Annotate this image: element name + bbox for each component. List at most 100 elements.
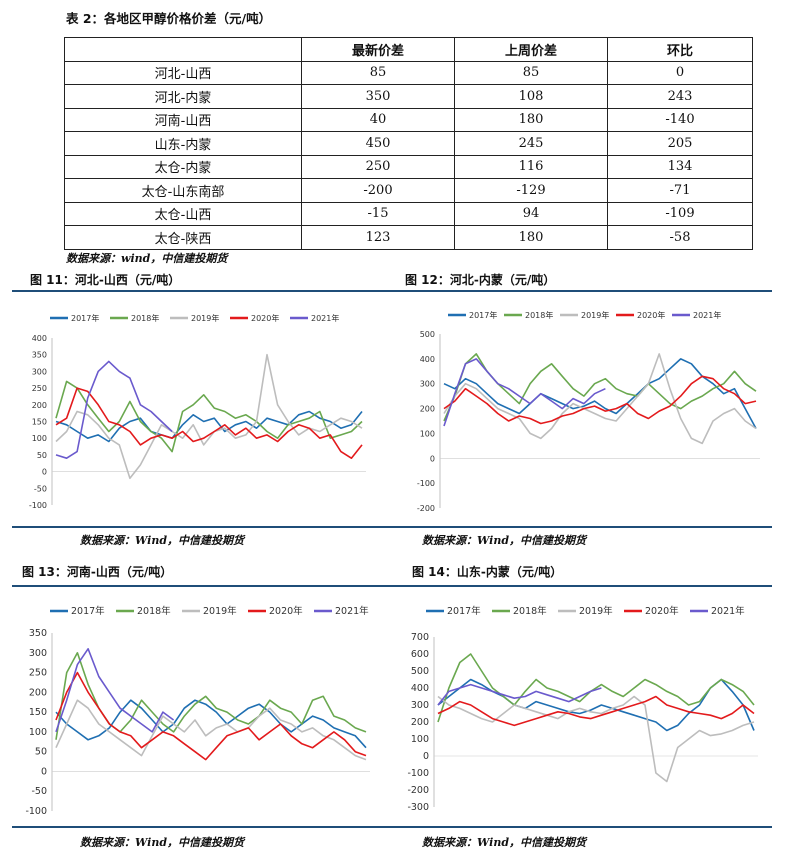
y-tick-label: 350: [29, 628, 47, 639]
y-tick-label: 0: [42, 468, 47, 477]
y-tick-label: -50: [34, 484, 47, 493]
series-line-2020: [55, 387, 363, 459]
section-rule: [12, 290, 772, 292]
y-tick-label: 500: [420, 330, 435, 339]
row-label: 太仓-山东南部: [64, 178, 302, 203]
table-source: 数据来源：wind，中信建投期货: [66, 252, 228, 265]
table-row: 太仓-山西 -15 94 -109: [64, 201, 753, 226]
y-tick-label: 50: [37, 451, 47, 460]
legend-label: 2021年: [711, 605, 745, 617]
series-line-2020: [443, 375, 757, 425]
y-tick-label: 200: [32, 401, 47, 410]
legend: 2017年 2018年 2019年 2020年 2021年: [50, 605, 369, 617]
legend-label: 2019年: [581, 310, 609, 320]
legend-label: 2018年: [513, 605, 547, 617]
legend-label: 2020年: [637, 310, 665, 320]
table-row: 太仓-陕西 123 180 -58: [64, 225, 753, 250]
table-cell: 243: [607, 84, 753, 109]
figure-12-title: 图 12：河北-内蒙（元/吨）: [405, 273, 556, 287]
row-label: 河北-山西: [64, 60, 302, 85]
header-cell: 最新价差: [301, 37, 455, 62]
series-line-2021: [443, 358, 606, 427]
legend-label: 2019年: [191, 313, 219, 323]
y-tick-label: 50: [35, 747, 47, 758]
legend-label: 2019年: [579, 605, 613, 617]
table-cell: -58: [607, 225, 753, 250]
figure-14-source: 数据来源：Wind，中信建投期货: [422, 836, 587, 849]
table-title: 表 2：各地区甲醇价格价差（元/吨）: [66, 11, 272, 26]
series-line-2019: [443, 353, 757, 445]
y-tick-label: -100: [29, 501, 47, 510]
y-tick-label: -50: [31, 786, 47, 797]
legend-label: 2020年: [645, 605, 679, 617]
table-cell: -200: [301, 178, 455, 203]
figure-12-source: 数据来源：Wind，中信建投期货: [422, 534, 587, 547]
table-cell: 116: [454, 154, 608, 179]
legend-label: 2021年: [693, 310, 721, 320]
table-cell: 450: [301, 131, 455, 156]
price-diff-table: 最新价差 上周价差 环比 河北-山西 85 85 0 河北-内蒙 350 108 243 河南-…: [64, 37, 753, 250]
table-cell: 85: [301, 60, 455, 85]
figure-11-source: 数据来源：Wind，中信建投期货: [80, 534, 245, 547]
table-row: 河南-山西 40 180 -140: [64, 107, 753, 132]
legend-label: 2019年: [203, 605, 237, 617]
y-tick-label: 300: [420, 380, 435, 389]
y-tick-label: 200: [411, 717, 429, 728]
y-tick-label: 400: [411, 683, 429, 694]
legend: 2017年 2018年 2019年 2020年 2021年: [448, 310, 721, 320]
legend: 2017年 2018年 2019年 2020年 2021年: [50, 313, 339, 323]
table-row: 河北-内蒙 350 108 243: [64, 84, 753, 109]
section-rule: [12, 526, 772, 528]
row-label: 太仓-内蒙: [64, 154, 302, 179]
y-axis: -300 -200 -100 0 100 200 300 400 500 600 700: [407, 632, 435, 813]
y-tick-label: 150: [32, 418, 47, 427]
y-tick-label: 600: [411, 649, 429, 660]
row-label: 河南-山西: [64, 107, 302, 132]
chart-hebei-shanxi: -100 -50 0 50 100 150 200 250 300 350 400 2017年 2018…: [29, 313, 366, 510]
table-cell: 85: [454, 60, 608, 85]
header-cell: [64, 37, 302, 62]
table-row: 山东-内蒙 450 245 205: [64, 131, 753, 156]
table-cell: 123: [301, 225, 455, 250]
y-tick-label: 0: [430, 454, 435, 463]
y-tick-label: 100: [420, 429, 435, 438]
y-axis: -200 -100 0 100 200 300 400 500: [417, 330, 441, 513]
legend-label: 2021年: [311, 313, 339, 323]
table-cell: 94: [454, 201, 608, 226]
y-tick-label: -100: [25, 806, 47, 817]
table-row: 河北-山西 85 85 0: [64, 60, 753, 85]
legend-label: 2017年: [71, 605, 105, 617]
section-rule: [12, 826, 772, 828]
table-cell: 180: [454, 225, 608, 250]
figure-14-title: 图 14：山东-内蒙（元/吨）: [412, 565, 563, 579]
table-cell: -15: [301, 201, 455, 226]
series-line-2021: [55, 360, 173, 459]
table-cell: 205: [607, 131, 753, 156]
y-tick-label: 700: [411, 632, 429, 643]
table-cell: 0: [607, 60, 753, 85]
figure-13-title: 图 13：河南-山西（元/吨）: [22, 565, 173, 579]
y-tick-label: 200: [29, 687, 47, 698]
legend-label: 2018年: [525, 310, 553, 320]
table-cell: 350: [301, 84, 455, 109]
y-tick-label: -200: [407, 785, 429, 796]
table-cell: 250: [301, 154, 455, 179]
y-tick-label: 100: [411, 734, 429, 745]
row-label: 太仓-山西: [64, 201, 302, 226]
y-tick-label: 0: [41, 766, 47, 777]
legend-label: 2020年: [251, 313, 279, 323]
y-tick-label: 100: [32, 434, 47, 443]
y-tick-label: -200: [417, 504, 435, 513]
legend-label: 2021年: [335, 605, 369, 617]
series-line-2019: [55, 699, 367, 761]
legend-label: 2020年: [269, 605, 303, 617]
y-tick-label: -100: [407, 768, 429, 779]
figure-13-source: 数据来源：Wind，中信建投期货: [80, 836, 245, 849]
y-tick-label: -300: [407, 802, 429, 813]
row-label: 河北-内蒙: [64, 84, 302, 109]
series-line-2018: [55, 380, 363, 453]
table-cell: 245: [454, 131, 608, 156]
legend-label: 2018年: [131, 313, 159, 323]
